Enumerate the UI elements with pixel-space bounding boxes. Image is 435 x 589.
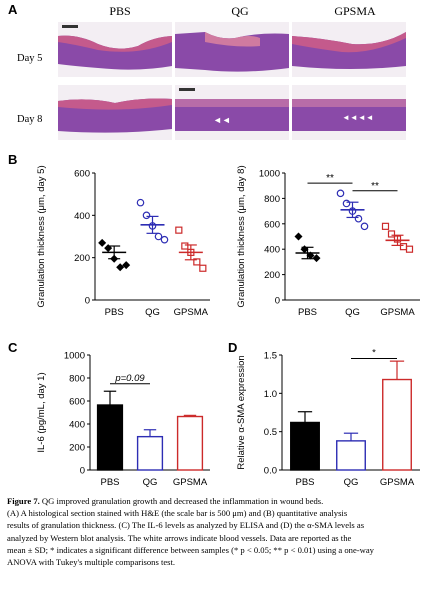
panel-letter-c: C [8, 340, 18, 355]
chart-d: 0.0 0.5 1.0 1.5 PBS QG GPSMA Relative α-SMA exp… [236, 347, 420, 488]
row-label-day-5: Day 5 [17, 53, 43, 64]
bar [136, 435, 164, 471]
data-point [136, 198, 145, 207]
bar [176, 415, 204, 471]
data-point [354, 214, 363, 223]
significance-label: ** [371, 181, 379, 192]
y-tick-label: 1.5 [264, 351, 277, 362]
row-label-day-8: Day 8 [17, 114, 43, 125]
data-point [360, 222, 369, 231]
y-tick-label: 800 [264, 194, 280, 205]
data-point [175, 226, 183, 234]
y-tick-label: 1000 [259, 169, 280, 180]
y-tick-label: 400 [74, 211, 90, 222]
histology-image-gpsma-day8: ◄◄◄◄ [292, 85, 406, 140]
bar [336, 440, 366, 471]
panel-letter-a: A [8, 2, 18, 17]
caption-label: Figure 7. [7, 496, 40, 506]
x-tick-label: PBS [295, 477, 314, 488]
data-point [181, 242, 189, 250]
caption-line-6: ANOVA with Tukey's multiple comparisons … [7, 557, 176, 568]
column-header-qg: QG [231, 4, 249, 18]
caption-line-5: mean ± SD; * indicates a significant dif… [7, 544, 374, 555]
data-point [160, 235, 169, 244]
bar [96, 404, 124, 471]
svg-text:◄◄◄◄: ◄◄◄◄ [342, 113, 374, 122]
histology-image-qg-day5 [175, 22, 289, 77]
x-tick-label: GPSMA [174, 307, 209, 318]
y-axis-label: IL-6 (pg/mL, day 1) [36, 372, 47, 452]
data-point [154, 232, 163, 241]
y-tick-label: 0 [85, 296, 90, 307]
bar [290, 421, 320, 471]
y-tick-label: 600 [69, 397, 85, 408]
caption-line-3: results of granulation thickness. (C) Th… [7, 520, 365, 531]
data-point [399, 243, 408, 251]
y-tick-label: 600 [74, 169, 90, 180]
data-point [381, 222, 390, 230]
data-point [336, 189, 345, 198]
y-tick-label: 800 [69, 374, 85, 385]
data-point [405, 245, 414, 253]
y-tick-label: 600 [264, 219, 280, 230]
y-tick-label: 200 [74, 253, 90, 264]
y-tick-label: 400 [69, 420, 85, 431]
caption-line-2: (A) A histological section stained with … [7, 508, 348, 519]
panel-letter-d: D [228, 340, 238, 355]
chart-c: 0 200 400 600 800 1000 PBS QG GPSMA IL-6 (pg/mL, … [36, 351, 210, 488]
significance-label: * [372, 347, 376, 358]
histology-image-pbs-day5 [58, 22, 172, 77]
histology-image-gpsma-day5 [292, 22, 406, 77]
y-tick-label: 1.0 [264, 389, 277, 400]
significance-label: p=0.09 [114, 373, 145, 384]
y-tick-label: 200 [264, 270, 280, 281]
figure-caption: Figure 7. QG improved granulation growth… [7, 495, 429, 568]
histology-image-pbs-day8 [58, 85, 172, 140]
data-point [98, 238, 107, 247]
y-tick-label: 0.0 [264, 466, 277, 477]
data-point [116, 263, 125, 272]
svg-text:◄◄: ◄◄ [213, 115, 231, 125]
caption-line-1: QG improved granulation growth and decre… [39, 496, 324, 506]
y-tick-label: 0.5 [264, 427, 277, 438]
x-tick-label: PBS [105, 307, 124, 318]
data-point [193, 258, 201, 266]
y-tick-label: 200 [69, 443, 85, 454]
y-axis-label: Granulation thickness (μm, day 5) [36, 165, 47, 307]
data-point [342, 199, 351, 208]
data-point [199, 264, 207, 272]
y-axis-label: Relative α-SMA expression [236, 355, 247, 469]
data-point [294, 232, 303, 241]
y-axis-label: Granulation thickness (μm, day 8) [236, 165, 247, 307]
column-header-gpsma: GPSMA [334, 4, 376, 18]
data-point [312, 254, 321, 263]
x-tick-label: GPSMA [380, 307, 415, 318]
x-tick-label: PBS [298, 307, 317, 318]
data-point [387, 230, 396, 238]
x-tick-label: QG [345, 307, 360, 318]
chart-b-left: 0 200 400 600 PBS QG GPSMA Granulation thicknes… [36, 165, 210, 318]
panel-letter-b: B [8, 152, 18, 167]
x-tick-label: QG [344, 477, 359, 488]
bar [382, 378, 412, 471]
x-tick-label: QG [145, 307, 160, 318]
x-tick-label: PBS [100, 477, 119, 488]
x-tick-label: GPSMA [173, 477, 208, 488]
x-tick-label: QG [143, 477, 158, 488]
data-point [142, 211, 151, 220]
caption-line-4: analyzed by Western blot analysis. The w… [7, 532, 352, 543]
data-point [104, 244, 113, 253]
column-header-pbs: PBS [109, 4, 131, 18]
significance-label: ** [326, 173, 334, 184]
chart-b-right: 0 200 400 600 800 1000 PBS QG GPSMA Granulation t… [236, 165, 420, 318]
x-tick-label: GPSMA [380, 477, 415, 488]
y-tick-label: 400 [264, 245, 280, 256]
data-point [122, 261, 131, 270]
y-tick-label: 1000 [64, 351, 85, 362]
y-tick-label: 0 [275, 296, 280, 307]
y-tick-label: 0 [80, 466, 85, 477]
histology-image-qg-day8: ◄◄ [175, 85, 289, 140]
